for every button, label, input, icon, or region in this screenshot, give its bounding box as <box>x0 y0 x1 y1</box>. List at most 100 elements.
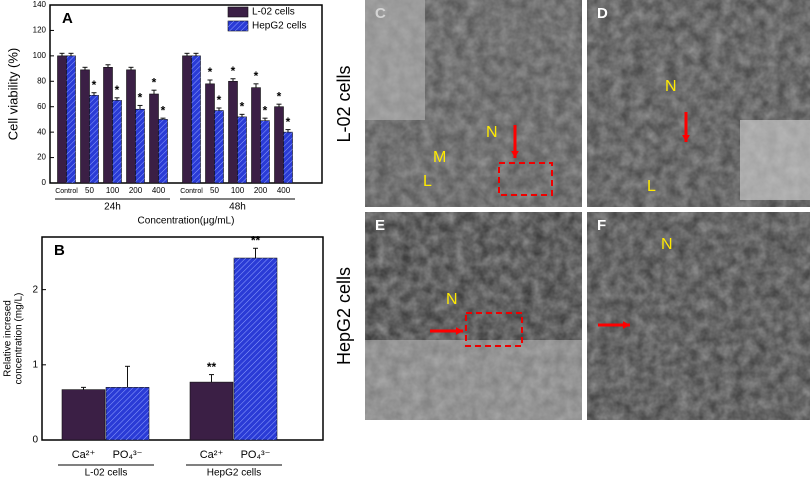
x-tick-label: 200 <box>129 186 143 195</box>
row-label: HepG2 cells <box>334 267 354 365</box>
bar <box>274 106 284 184</box>
error-bar <box>105 64 111 68</box>
x-tick-label: 50 <box>210 186 219 195</box>
bar <box>189 381 234 441</box>
significance-marker: * <box>240 100 245 114</box>
light-region <box>740 120 810 200</box>
error-bar <box>216 107 222 111</box>
bar <box>57 55 67 184</box>
significance-marker: * <box>138 91 143 105</box>
significance-marker: * <box>217 93 222 107</box>
legend-label: HepG2 cells <box>252 21 306 32</box>
significance-marker: * <box>277 89 282 103</box>
y-tick-label: 140 <box>33 0 47 9</box>
bar-hatch <box>135 109 145 183</box>
group-label: 24h <box>104 202 121 213</box>
significance-marker: ** <box>251 233 261 247</box>
y-tick-label: 2 <box>32 284 38 295</box>
bar-hatch <box>112 100 122 183</box>
bar-hatch <box>158 119 168 183</box>
y-tick-label: 0 <box>32 435 38 446</box>
error-bar <box>81 386 86 390</box>
dashed-box <box>498 162 553 196</box>
y-axis-label: Relative incresed <box>3 300 14 377</box>
structure-label: N <box>446 291 458 308</box>
structure-label: N <box>486 124 498 141</box>
bar <box>182 55 192 184</box>
error-bar <box>276 103 282 107</box>
x-tick-label: Ca²⁺ <box>72 449 96 461</box>
y-axis-label: Cell viability (%) <box>5 48 20 140</box>
x-tick-label: 100 <box>231 186 245 195</box>
panel-label: F <box>597 217 606 234</box>
error-bar <box>91 92 97 96</box>
error-bar <box>209 374 214 383</box>
error-bar <box>128 66 134 70</box>
x-tick-label: PO₄³⁻ <box>113 449 143 461</box>
structure-label: L <box>423 173 432 190</box>
light-region <box>365 340 582 420</box>
error-bar <box>59 52 65 56</box>
group-label: L-02 cells <box>85 468 128 479</box>
bar-hatch <box>106 387 149 440</box>
bar-hatch <box>283 132 293 183</box>
bar <box>61 389 106 441</box>
legend-label: L-02 cells <box>252 7 295 18</box>
error-bar <box>114 97 120 101</box>
panel-label: D <box>597 5 608 22</box>
row-label: L-02 cells <box>334 65 354 142</box>
structure-label: L <box>647 178 656 195</box>
bar <box>103 67 113 184</box>
significance-marker: * <box>92 78 97 92</box>
bar-hatch <box>214 110 224 183</box>
error-bar <box>253 247 258 259</box>
error-bar <box>193 52 199 56</box>
red-arrow-head <box>455 327 463 335</box>
error-bar <box>230 78 236 82</box>
plot-frame <box>41 236 324 441</box>
bar-hatch <box>234 258 277 440</box>
significance-marker: * <box>254 69 259 83</box>
y-tick-label: 80 <box>37 76 46 85</box>
group-label: 48h <box>229 202 246 213</box>
bar-hatch <box>66 55 76 183</box>
significance-marker: * <box>263 103 268 117</box>
x-tick-label: Control <box>180 188 203 195</box>
y-tick-label: 40 <box>37 127 46 136</box>
bar-hatch <box>260 120 270 183</box>
bar <box>205 83 215 184</box>
y-axis-label: concentration (mg/L) <box>14 293 25 385</box>
x-tick-label: 400 <box>152 186 166 195</box>
dashed-box <box>465 312 523 347</box>
significance-marker: * <box>152 75 157 89</box>
x-tick-label: Control <box>55 188 78 195</box>
y-tick-label: 1 <box>32 359 38 370</box>
significance-marker: * <box>208 65 213 79</box>
y-tick-label: 20 <box>37 153 46 162</box>
red-arrow-head <box>511 150 519 158</box>
x-tick-label: PO₄³⁻ <box>241 449 271 461</box>
bar <box>251 87 261 184</box>
bar <box>80 69 90 184</box>
error-bar <box>253 83 259 88</box>
y-tick-label: 60 <box>37 102 46 111</box>
significance-marker: * <box>115 83 120 97</box>
x-tick-label: 200 <box>254 186 268 195</box>
red-arrow-head <box>622 321 630 329</box>
error-bar <box>82 66 88 70</box>
error-bar <box>68 52 74 56</box>
legend-hatch <box>228 21 248 31</box>
error-bar <box>262 117 268 121</box>
significance-marker: ** <box>207 360 217 374</box>
light-region <box>365 0 425 120</box>
x-axis-label: Concentration(μg/mL) <box>138 216 235 227</box>
error-bar <box>239 113 245 117</box>
structure-label: N <box>661 236 673 253</box>
micrograph-texture <box>587 212 810 420</box>
significance-marker: * <box>231 64 236 78</box>
red-arrow-head <box>682 134 690 142</box>
structure-label: M <box>433 149 446 166</box>
x-tick-label: 400 <box>277 186 291 195</box>
bar-hatch <box>237 116 247 183</box>
y-tick-label: 100 <box>33 51 47 60</box>
